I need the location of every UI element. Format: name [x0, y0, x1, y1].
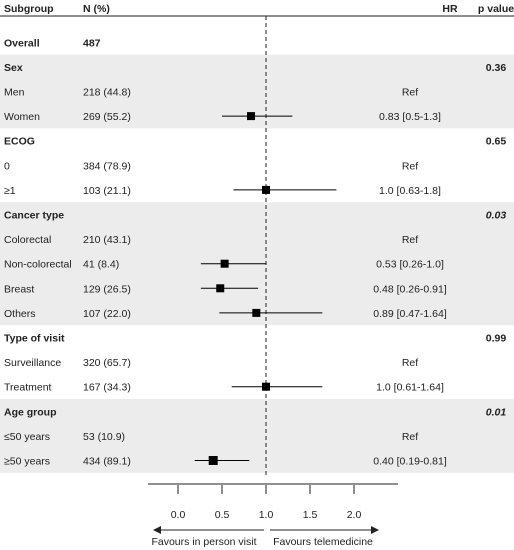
subgroup-n: 434 (89.1) [83, 456, 131, 468]
group-row: Age group 0.01 [4, 406, 506, 418]
subgroup-label: Treatment [4, 382, 52, 394]
group-label: Type of visit [4, 333, 65, 345]
header-hr: HR [442, 3, 458, 15]
x-tick-label: 0.5 [215, 509, 230, 521]
subgroup-row: 0 384 (78.9) Ref [4, 160, 418, 172]
subgroup-n: 218 (44.8) [83, 87, 131, 99]
subgroup-label: 0 [4, 160, 10, 172]
x-tick-label: 1.0 [259, 509, 274, 521]
group-label: Cancer type [4, 210, 64, 222]
subgroup-label: Surveillance [4, 357, 61, 369]
subgroup-label: Others [4, 308, 36, 320]
subgroup-n: 129 (26.5) [83, 283, 131, 295]
subgroup-n: 41 (8.4) [83, 259, 119, 271]
subgroup-n: 53 (10.9) [83, 431, 125, 443]
subgroup-hr-text: 0.48 [0.26-0.91] [373, 283, 447, 295]
group-label: Sex [4, 62, 23, 74]
x-tick-label: 1.5 [303, 509, 318, 521]
subgroup-hr-text: Ref [402, 234, 418, 246]
subgroup-n: 167 (34.3) [83, 382, 131, 394]
subgroup-row: Non-colorectal 41 (8.4) 0.53 [0.26-1.0] [4, 259, 444, 271]
subgroup-hr-text: 0.40 [0.19-0.81] [373, 456, 447, 468]
subgroup-row: Surveillance 320 (65.7) Ref [4, 357, 418, 369]
hr-marker [252, 308, 261, 317]
subgroup-hr-text: 1.0 [0.61-1.64] [376, 382, 444, 394]
subgroup-hr-text: 0.53 [0.26-1.0] [376, 259, 444, 271]
subgroup-n: 103 (21.1) [83, 185, 131, 197]
subgroup-n: 320 (65.7) [83, 357, 131, 369]
group-label: ECOG [4, 136, 35, 148]
left-favour-label: Favours in person visit [151, 536, 256, 548]
overall-label: Overall [4, 37, 40, 49]
subgroup-hr-text: Ref [402, 431, 418, 443]
x-tick-label: 2.0 [347, 509, 362, 521]
group-row: Cancer type 0.03 [4, 210, 506, 222]
hr-marker [208, 456, 218, 465]
hr-marker [247, 112, 256, 121]
subgroup-hr-text: 0.83 [0.5-1.3] [379, 111, 441, 123]
subgroup-n: 269 (55.2) [83, 111, 131, 123]
subgroup-row: Colorectal 210 (43.1) Ref [4, 234, 418, 246]
subgroup-hr-text: Ref [402, 160, 418, 172]
hr-marker [262, 382, 270, 391]
hr-marker [216, 284, 225, 293]
subgroup-hr-text: Ref [402, 87, 418, 99]
subgroup-row: Others 107 (22.0) 0.89 [0.47-1.64] [4, 308, 447, 320]
subgroup-label: Non-colorectal [4, 259, 72, 271]
subgroup-label: Women [4, 111, 40, 123]
hr-marker [220, 259, 229, 268]
group-p-value: 0.99 [486, 333, 507, 345]
subgroup-row: Men 218 (44.8) Ref [4, 87, 418, 99]
group-row: Type of visit 0.99 [4, 333, 506, 345]
subgroup-label: Breast [4, 283, 34, 295]
subgroup-n: 384 (78.9) [83, 160, 131, 172]
subgroup-n: 210 (43.1) [83, 234, 131, 246]
subgroup-label: Men [4, 87, 25, 99]
group-p-value: 0.36 [486, 62, 507, 74]
right-arrow-head [371, 526, 379, 534]
group-p-value: 0.65 [486, 136, 507, 148]
subgroup-n: 107 (22.0) [83, 308, 131, 320]
subgroup-label: ≥50 years [4, 456, 50, 468]
header-row: Subgroup N (%) HR p value [0, 3, 514, 17]
header-n: N (%) [83, 3, 110, 15]
x-axis: 0.0 0.5 1.0 1.5 2.0 [148, 483, 398, 521]
header-p-value: p value [478, 3, 514, 15]
left-arrow-head [153, 526, 161, 534]
subgroup-row: Breast 129 (26.5) 0.48 [0.26-0.91] [4, 283, 447, 295]
overall-n: 487 [83, 37, 101, 49]
subgroup-row: ≥1 103 (21.1) 1.0 [0.63-1.8] [4, 185, 441, 197]
x-tick-label: 0.0 [171, 509, 186, 521]
right-favour-label: Favours telemedicine [273, 536, 373, 548]
group-p-value: 0.03 [486, 210, 507, 222]
subgroup-hr-text: Ref [402, 357, 418, 369]
subgroup-row: ≥50 years 434 (89.1) 0.40 [0.19-0.81] [4, 456, 447, 468]
group-row: Sex 0.36 [4, 62, 506, 74]
favour-annotations: Favours in person visit Favours telemedic… [151, 526, 379, 548]
subgroup-row: Women 269 (55.2) 0.83 [0.5-1.3] [4, 111, 441, 123]
group-label: Age group [4, 406, 57, 418]
header-subgroup: Subgroup [4, 3, 54, 15]
subgroup-label: ≤50 years [4, 431, 50, 443]
subgroup-label: Colorectal [4, 234, 51, 246]
group-shading [0, 399, 514, 473]
overall-row: Overall 487 [4, 37, 101, 49]
subgroup-row: ≤50 years 53 (10.9) Ref [4, 431, 418, 443]
subgroup-hr-text: 0.89 [0.47-1.64] [373, 308, 447, 320]
group-row: ECOG 0.65 [4, 136, 506, 148]
subgroup-row: Treatment 167 (34.3) 1.0 [0.61-1.64] [4, 382, 444, 394]
subgroup-label: ≥1 [4, 185, 16, 197]
hr-marker [262, 185, 270, 194]
group-p-value: 0.01 [486, 406, 507, 418]
subgroup-hr-text: 1.0 [0.63-1.8] [379, 185, 441, 197]
